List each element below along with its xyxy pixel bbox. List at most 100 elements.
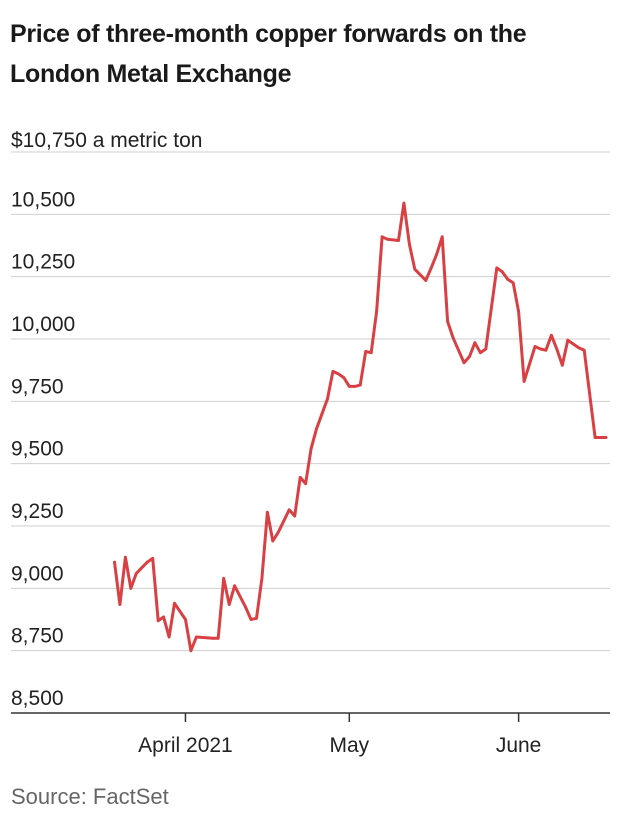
- data-point-2021-03-20: [118, 603, 122, 606]
- data-point-2021-06-11: [571, 342, 575, 346]
- gridlines: [11, 151, 610, 714]
- source-note: Source: FactSet: [11, 784, 169, 809]
- data-point-2021-06-02: [522, 380, 526, 383]
- data-point-2021-05-31: [511, 281, 515, 285]
- data-point-2021-06-15: [593, 436, 597, 439]
- data-point-2021-04-22: [298, 476, 302, 479]
- data-point-2021-03-22: [129, 586, 133, 590]
- x-tick-label: May: [329, 734, 369, 757]
- chart-title: Price of three-month copper forwards on …: [10, 14, 620, 94]
- data-point-2021-06-16: [599, 436, 602, 439]
- data-point-2021-04-02: [189, 649, 193, 653]
- data-point-2021-04-08: [222, 577, 226, 580]
- y-tick-label: 8,500: [11, 687, 64, 710]
- data-point-2021-03-23: [134, 572, 138, 575]
- data-point-2021-04-09: [227, 603, 231, 606]
- chart-title-line-1: Price of three-month copper forwards on …: [10, 20, 527, 48]
- data-point-2021-04-06: [211, 636, 215, 640]
- data-point-2021-05-13: [413, 267, 417, 271]
- data-point-2021-06-13: [582, 348, 586, 352]
- data-point-2021-06-10: [566, 338, 570, 342]
- data-point-2021-05-10: [397, 239, 400, 242]
- x-tick-label: June: [496, 734, 542, 757]
- y-tick-label: 9,000: [11, 562, 64, 585]
- data-point-2021-06-06: [544, 348, 548, 352]
- data-point-2021-05-20: [451, 336, 455, 340]
- y-tick-label: 10,250: [11, 251, 75, 274]
- data-point-2021-04-07: [216, 636, 220, 640]
- data-point-2021-05-24: [473, 341, 477, 345]
- data-point-2021-05-18: [440, 235, 444, 239]
- data-point-2021-06-07: [550, 333, 553, 337]
- y-axis-labels: 8,500 8,750 9,000 9,250 9,500 9,750 10,000 10,2…: [11, 188, 75, 710]
- data-point-2021-06-12: [577, 346, 581, 350]
- data-point-2021-06-08: [555, 347, 559, 351]
- data-point-2021-05-23: [468, 355, 471, 358]
- data-point-2021-06-01: [517, 310, 520, 313]
- data-point-2021-05-07: [380, 235, 384, 239]
- chart-title-line-2: London Metal Exchange: [10, 60, 292, 88]
- data-point-2021-03-19: [113, 560, 116, 564]
- data-point-2021-04-10: [233, 584, 237, 588]
- data-point-2021-05-05: [369, 351, 373, 355]
- data-point-2021-06-09: [560, 363, 564, 367]
- x-axis: April 2021 May June: [138, 713, 541, 757]
- data-point-2021-03-29: [167, 635, 171, 639]
- data-point-2021-06-05: [539, 347, 542, 351]
- data-point-2021-04-03: [195, 635, 198, 639]
- data-point-2021-03-30: [173, 601, 176, 605]
- data-point-2021-04-26: [320, 412, 324, 416]
- data-point-2021-04-16: [266, 510, 269, 514]
- x-tick-label: April 2021: [138, 734, 233, 757]
- data-point-2021-05-02: [353, 385, 357, 388]
- data-point-2021-03-25: [145, 560, 149, 564]
- data-point-2021-04-27: [326, 397, 329, 401]
- y-tick-label: 8,750: [11, 625, 64, 648]
- data-point-2021-05-06: [375, 310, 378, 313]
- data-point-2021-04-18: [276, 530, 280, 534]
- series-line-copper-price: [113, 201, 608, 653]
- data-point-2021-04-30: [342, 376, 346, 379]
- data-point-2021-04-20: [287, 508, 291, 512]
- data-point-2021-03-27: [156, 619, 160, 623]
- data-point-2021-05-04: [364, 350, 368, 353]
- data-point-2021-04-12: [244, 605, 247, 609]
- data-point-2021-05-25: [479, 351, 482, 355]
- data-point-2021-04-01: [184, 618, 187, 621]
- y-axis-unit-label: $10,750 a metric ton: [11, 129, 202, 152]
- data-point-2021-03-21: [124, 555, 127, 559]
- data-point-2021-05-19: [446, 320, 449, 323]
- line-chart: 8,500 8,750 9,000 9,250 9,500 9,750 10,000 10,2…: [11, 129, 610, 757]
- y-tick-label: 10,000: [11, 313, 75, 336]
- data-point-2021-03-26: [151, 557, 155, 560]
- y-tick-label: 9,500: [11, 438, 64, 461]
- data-point-2021-05-08: [386, 237, 389, 241]
- y-tick-label: 9,250: [11, 500, 64, 523]
- data-point-2021-03-28: [162, 615, 166, 619]
- data-point-2021-05-22: [462, 361, 466, 365]
- data-point-2021-05-29: [500, 270, 504, 274]
- data-point-2021-05-12: [408, 242, 411, 246]
- data-point-2021-04-14: [255, 616, 258, 620]
- data-point-2021-05-30: [506, 277, 510, 281]
- data-point-2021-05-28: [495, 266, 499, 270]
- data-point-2021-05-26: [484, 347, 488, 351]
- data-point-2021-04-15: [260, 577, 264, 580]
- data-point-2021-06-17: [604, 436, 608, 439]
- y-tick-label: 9,750: [11, 375, 64, 398]
- data-point-2021-05-16: [429, 266, 433, 270]
- data-point-2021-06-04: [533, 345, 537, 348]
- data-point-2021-04-23: [304, 482, 307, 485]
- data-point-2021-05-17: [435, 252, 439, 256]
- data-point-2021-05-15: [424, 279, 428, 282]
- data-point-2021-05-11: [402, 201, 406, 205]
- data-point-2021-04-21: [293, 514, 297, 518]
- data-point-2021-05-03: [358, 383, 362, 387]
- data-point-2021-04-13: [249, 618, 253, 621]
- data-point-2021-04-17: [271, 539, 275, 543]
- data-point-2021-04-25: [315, 427, 318, 431]
- data-point-2021-04-24: [309, 447, 313, 451]
- data-points: [113, 201, 608, 653]
- data-point-2021-04-29: [337, 372, 340, 376]
- data-point-2021-04-28: [331, 370, 335, 373]
